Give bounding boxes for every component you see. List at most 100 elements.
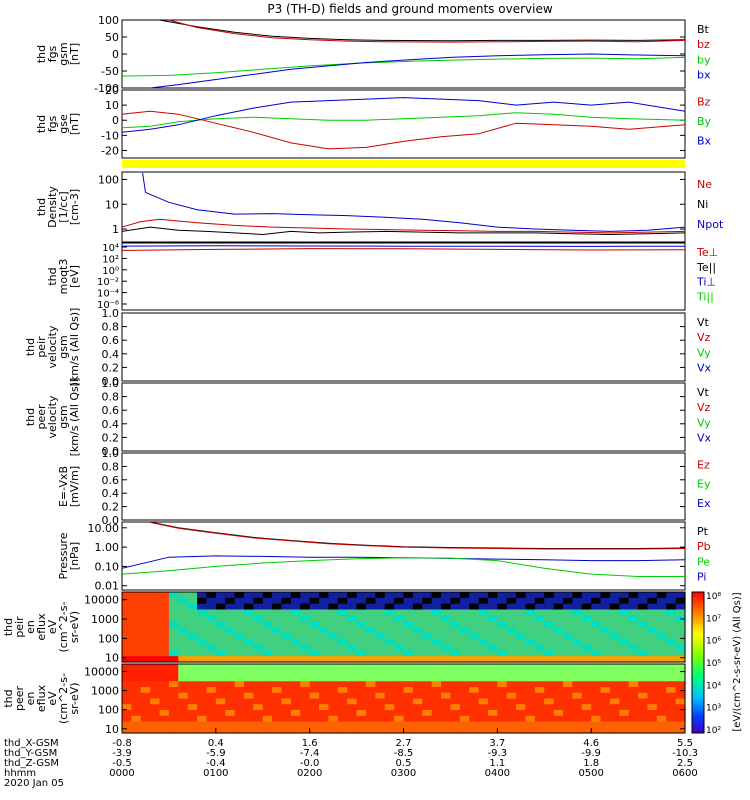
heatmap-cell: [469, 675, 480, 682]
heatmap-cell: [581, 721, 592, 728]
y-axis-label: thd: [24, 338, 37, 356]
heatmap-cell: [384, 710, 395, 717]
heatmap-cell: [591, 656, 602, 663]
heatmap-cell: [506, 644, 517, 651]
heatmap-cell: [412, 632, 423, 640]
heatmap-cell: [441, 681, 452, 688]
heatmap-cell: [394, 644, 405, 651]
heatmap-cell: [225, 721, 236, 728]
heatmap-cell: [328, 638, 339, 646]
heatmap-cell: [337, 698, 348, 705]
heatmap-cell: [347, 721, 358, 728]
heatmap-cell: [215, 715, 226, 723]
heatmap-cell: [497, 615, 508, 622]
heatmap-cell: [319, 597, 330, 605]
series-line-Ne: [121, 218, 686, 234]
heatmap-cell: [243, 687, 254, 694]
y-axis-label: E=-VxB: [57, 466, 70, 507]
heatmap-cell: [403, 644, 414, 651]
heatmap-cell: [553, 692, 564, 700]
heatmap-cell: [459, 664, 470, 671]
heatmap-cell: [131, 727, 142, 734]
heatmap-cell: [309, 704, 320, 711]
ytick-label: -20: [101, 144, 119, 157]
heatmap-cell: [262, 710, 273, 717]
heatmap-cell: [553, 704, 564, 711]
heatmap-cell: [666, 698, 677, 705]
heatmap-cell: [638, 721, 649, 728]
heatmap-cell: [450, 692, 461, 700]
heatmap-cell: [450, 727, 461, 734]
heatmap-cell: [422, 592, 433, 599]
y-axis-label: thd: [2, 689, 15, 707]
heatmap-cell: [272, 675, 283, 682]
y-axis-label: Pressure: [57, 532, 70, 579]
heatmap-cell: [619, 727, 630, 734]
heatmap-cell: [525, 592, 536, 599]
heatmap-cell: [572, 727, 583, 734]
heatmap-cell: [581, 681, 592, 688]
ytick-label: 100: [98, 173, 119, 186]
ytick-label: -50: [101, 65, 119, 78]
heatmap-cell: [300, 727, 311, 734]
heatmap-cell: [243, 681, 254, 688]
heatmap-cell: [356, 609, 367, 616]
heatmap-cell: [234, 592, 245, 599]
heatmap-cell: [243, 592, 254, 599]
heatmap-cell: [403, 687, 414, 694]
heatmap-cell: [600, 603, 611, 611]
heatmap-cell: [656, 704, 667, 711]
xaxis-value: 1.8: [583, 758, 599, 769]
heatmap-cell: [122, 609, 132, 616]
heatmap-cell: [450, 621, 461, 628]
series-line-Pb: [150, 521, 686, 550]
heatmap-cell: [356, 698, 367, 705]
xaxis-row-label: hhmm: [4, 768, 36, 779]
heatmap-cell: [300, 692, 311, 700]
heatmap-cell: [384, 675, 395, 682]
heatmap-cell: [262, 727, 273, 734]
heatmap-cell: [412, 727, 423, 734]
heatmap-cell: [478, 609, 489, 616]
heatmap-cell: [215, 603, 226, 611]
heatmap-cell: [469, 721, 480, 728]
heatmap-cell: [206, 638, 217, 646]
heatmap-cell: [609, 609, 620, 616]
heatmap-cell: [319, 727, 330, 734]
heatmap-cell: [150, 597, 161, 605]
heatmap-cell: [441, 615, 452, 622]
xaxis-row-label: thd_Y-GSM: [4, 748, 57, 759]
heatmap-cell: [356, 621, 367, 628]
heatmap-cell: [563, 664, 573, 671]
xaxis-value: -8.5: [394, 748, 414, 759]
heatmap-cell: [666, 687, 677, 694]
heatmap-cell: [450, 597, 461, 605]
heatmap-cell: [319, 704, 330, 711]
heatmap-cell: [197, 715, 208, 723]
heatmap-cell: [215, 621, 226, 628]
heatmap-cell: [187, 650, 198, 657]
colorbar-label: 10⁷: [706, 614, 721, 624]
heatmap-cell: [347, 704, 358, 711]
heatmap-cell: [600, 656, 611, 663]
heatmap-cell: [516, 644, 527, 651]
heatmap-cell: [666, 710, 677, 717]
heatmap-cell: [356, 727, 367, 734]
heatmap-cell: [168, 681, 179, 688]
heatmap-cell: [647, 621, 658, 628]
heatmap-cell: [609, 644, 620, 651]
ytick-label: 0.2: [102, 361, 120, 374]
ytick-label: 20: [105, 84, 119, 97]
heatmap-cell: [497, 597, 508, 605]
heatmap-cell: [609, 727, 620, 734]
heatmap-cell: [337, 638, 348, 646]
heatmap-cell: [516, 627, 527, 634]
heatmap-cell: [328, 698, 339, 705]
heatmap-cell: [394, 692, 405, 700]
y-axis-label: sr-eV): [68, 682, 81, 714]
heatmap-cell: [375, 603, 386, 611]
heatmap-cell: [122, 669, 132, 677]
heatmap-cell: [281, 597, 292, 605]
heatmap-cell: [243, 692, 254, 700]
heatmap-cell: [600, 687, 611, 694]
